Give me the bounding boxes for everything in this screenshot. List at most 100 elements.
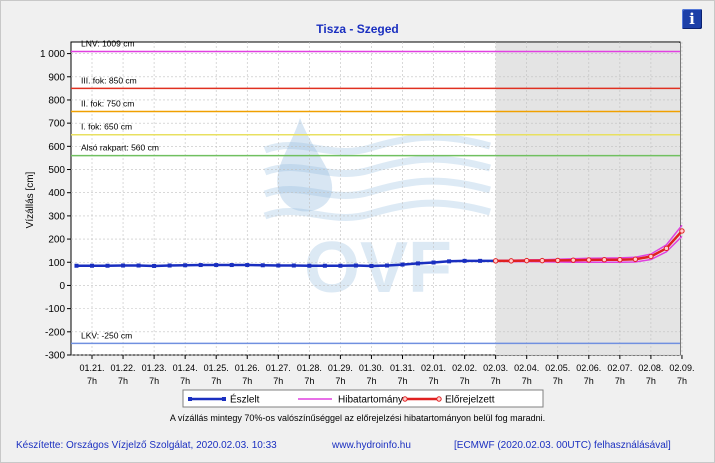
observed-point [291,263,296,268]
y-axis-label: Vízállás [cm] [25,171,36,228]
forecast-point [648,253,654,260]
x-tick-day-label: 02.01. [421,363,446,373]
forecast-point [601,257,608,263]
observed-point [307,263,312,268]
x-tick-day-label: 01.25. [204,363,229,373]
y-tick-label: 900 [48,72,65,83]
forecast-point [570,257,576,263]
observed-point [400,262,405,267]
y-tick-label: 500 [48,165,65,176]
y-tick-label: 700 [48,119,65,130]
x-tick-day-label: 02.02. [452,363,477,373]
reference-line-label: III. fok: 850 cm [81,75,137,85]
x-tick-hour-label: 7h [677,376,687,386]
observed-point [369,263,374,268]
y-tick-label: -300 [45,351,65,362]
footer-website-link[interactable]: www.hydroinfo.hu [332,440,411,451]
x-tick-day-label: 02.07. [607,363,632,373]
legend-marker [188,397,192,401]
y-tick-label: 400 [48,188,65,199]
y-tick-label: -200 [45,327,65,338]
x-tick-day-label: 02.05. [545,363,570,373]
observed-point [384,263,389,268]
observed-point [121,263,126,268]
observed-point [276,263,281,268]
y-tick-label: 100 [48,258,65,269]
footer-model: [ECMWF (2020.02.03. 00UTC) felhasználásá… [454,440,671,451]
y-tick-label: 200 [48,235,65,246]
x-tick-day-label: 01.27. [266,363,291,373]
x-tick-hour-label: 7h [211,376,221,386]
forecast-point [555,257,561,264]
watermark-wave [263,177,491,199]
observed-point [416,261,421,266]
x-tick-hour-label: 7h [522,376,532,386]
x-tick-day-label: 01.22. [111,363,136,373]
x-tick-day-label: 01.26. [235,363,260,373]
x-tick-hour-label: 7h [429,376,439,386]
forecast-point [617,257,623,263]
observed-point [214,263,219,268]
x-tick-day-label: 01.30. [359,363,384,373]
info-icon[interactable]: i [682,9,702,29]
observed-point [353,263,358,268]
observed-point [183,263,188,268]
observed-point [322,263,327,268]
observed-point [478,258,483,263]
legend-marker [222,397,226,401]
legend-marker [436,396,442,402]
x-tick-hour-label: 7h [553,376,563,386]
x-tick-day-label: 02.04. [514,363,539,373]
reference-line-label: LKV: -250 cm [81,330,132,340]
x-tick-day-label: 02.09. [669,363,694,373]
observed-point [90,263,94,268]
x-tick-hour-label: 7h [335,376,345,386]
reference-line-label: Alsó rakpart: 560 cm [81,143,159,153]
forecast-point [539,257,545,264]
x-tick-day-label: 02.08. [638,363,663,373]
y-tick-label: 600 [48,142,65,153]
observed-point [338,263,343,268]
x-tick-hour-label: 7h [180,376,190,386]
x-tick-hour-label: 7h [366,376,376,386]
forecast-point [586,257,592,263]
legend-label: Előrejelzett [445,395,495,406]
forecast-region [495,43,680,355]
observed-point [245,263,250,268]
reference-line-label: I. fok: 650 cm [81,122,132,132]
x-tick-day-label: 01.28. [297,363,322,373]
range-note: A vízállás mintegy 70%-os valószínűségge… [169,413,546,423]
legend-label: Észlelt [230,393,260,406]
forecast-point [508,258,514,264]
observed-point [167,263,172,268]
x-tick-hour-label: 7h [646,376,656,386]
observed-point [152,263,157,268]
y-tick-label: 300 [48,211,65,222]
x-tick-hour-label: 7h [118,376,128,386]
x-tick-day-label: 01.31. [390,363,415,373]
observed-point [260,263,265,268]
reference-line-label: II. fok: 750 cm [81,99,134,109]
x-tick-hour-label: 7h [584,376,594,386]
x-tick-hour-label: 7h [460,376,470,386]
reference-line-label: LNV: 1009 cm [81,39,135,49]
watermark-text: OVF [304,228,452,308]
forecast-point [632,256,639,262]
x-tick-day-label: 01.24. [173,363,198,373]
observed-point [198,263,203,268]
y-tick-label: -100 [45,304,65,315]
x-tick-day-label: 01.23. [142,363,167,373]
y-tick-label: 0 [59,281,65,292]
legend-box [182,389,544,408]
x-tick-hour-label: 7h [491,376,501,386]
forecast-point [492,258,499,264]
x-tick-day-label: 01.29. [328,363,353,373]
forecast-point [663,245,670,252]
x-tick-hour-label: 7h [304,376,314,386]
x-tick-day-label: 02.03. [483,363,508,373]
watermark-wave [263,155,491,177]
x-tick-day-label: 02.06. [576,363,601,373]
chart-title: Tisza - Szeged [316,22,399,36]
observed-point [229,263,234,268]
